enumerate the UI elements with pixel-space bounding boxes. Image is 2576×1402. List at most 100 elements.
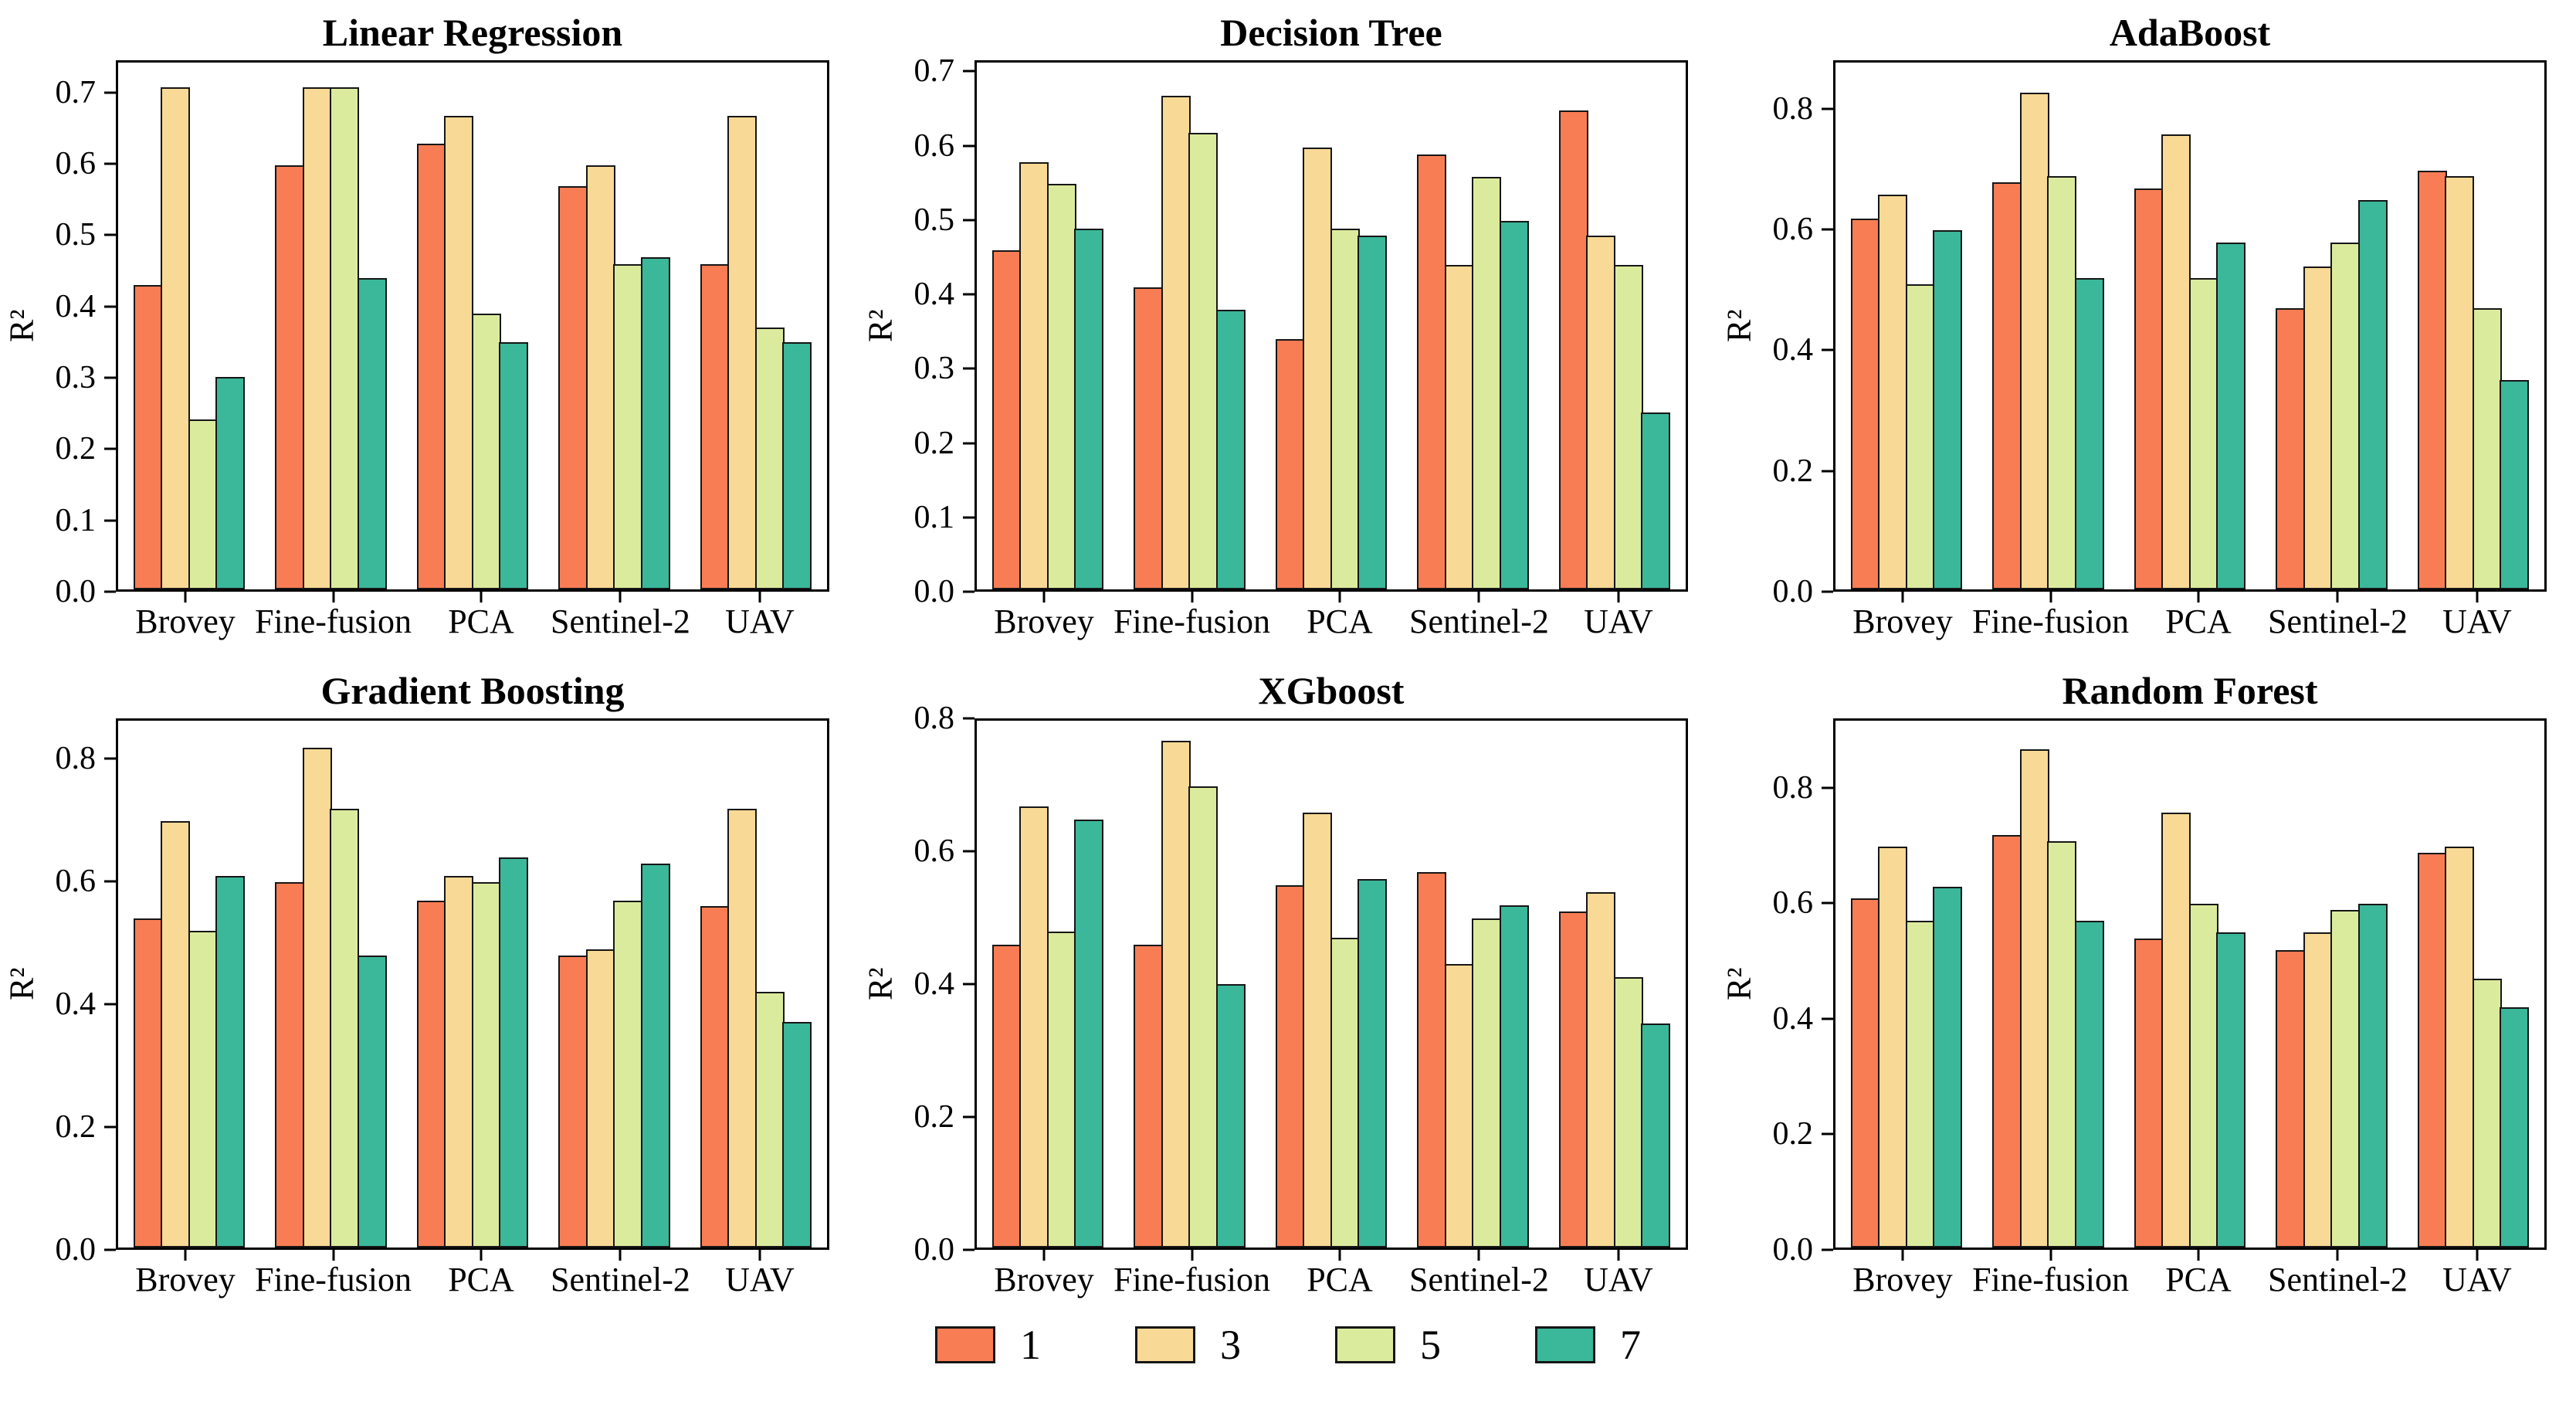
bar bbox=[2276, 307, 2306, 589]
bar bbox=[1558, 110, 1588, 589]
x-tick-mark bbox=[619, 1250, 622, 1261]
plot-area: R² 0.0 0.2 0.4 0.6 0.8 bbox=[1717, 718, 2576, 1266]
y-tick-mark bbox=[963, 516, 974, 519]
y-tick-mark bbox=[104, 880, 116, 883]
y-tick-label: 0.0 bbox=[55, 574, 97, 609]
x-tick-label: UAV bbox=[2442, 1261, 2512, 1298]
bar bbox=[1046, 931, 1076, 1248]
y-tick-label: 0.2 bbox=[55, 431, 97, 467]
y-tick-mark bbox=[104, 233, 116, 236]
y-tick-mark bbox=[104, 1003, 116, 1006]
x-tick: PCA bbox=[1270, 1250, 1409, 1299]
bar bbox=[357, 955, 387, 1248]
x-tick-label: Fine-fusion bbox=[1972, 1261, 2129, 1298]
x-tick-label: Fine-fusion bbox=[1113, 603, 1270, 640]
plot-box bbox=[116, 60, 829, 592]
bar-group bbox=[1402, 63, 1544, 589]
x-tick: Sentinel-2 bbox=[2268, 592, 2408, 641]
y-tick-label: 0.5 bbox=[55, 217, 97, 253]
x-tick-label: UAV bbox=[725, 603, 795, 640]
x-tick: Brovey bbox=[116, 592, 255, 641]
y-tick-mark bbox=[1822, 786, 1833, 789]
bar-group bbox=[1544, 63, 1686, 589]
x-tick-mark bbox=[480, 592, 483, 603]
bar bbox=[1905, 921, 1935, 1248]
x-tick: Fine-fusion bbox=[255, 1250, 412, 1299]
bar bbox=[558, 955, 588, 1248]
y-tick-mark bbox=[963, 1115, 974, 1119]
y-axis: 0.0 0.2 0.4 0.6 0.8 bbox=[1761, 718, 1833, 1266]
x-tick-mark bbox=[619, 592, 622, 603]
bar-group bbox=[2261, 721, 2403, 1248]
chart-panel: AdaBoost R² 0.0 0.2 0.4 0.6 0.8 Brovey Fine-fusi… bbox=[1717, 0, 2576, 641]
x-tick-mark bbox=[1338, 1250, 1341, 1261]
bar bbox=[1188, 786, 1219, 1248]
y-axis-title: R² bbox=[2, 309, 41, 343]
bar bbox=[275, 881, 305, 1248]
bar bbox=[2417, 170, 2447, 589]
bar bbox=[302, 87, 332, 589]
x-tick-label: Brovey bbox=[1852, 1261, 1953, 1298]
x-tick: UAV bbox=[2408, 1250, 2547, 1299]
bar-group bbox=[1978, 63, 2120, 589]
bar bbox=[2188, 278, 2218, 589]
bar bbox=[1046, 184, 1076, 589]
bar bbox=[2445, 176, 2475, 589]
y-tick-label: 0.7 bbox=[913, 53, 955, 90]
y-tick-label: 0.5 bbox=[913, 202, 955, 238]
y-tick-mark bbox=[1822, 228, 1833, 231]
bar bbox=[2161, 134, 2191, 589]
x-tick: UAV bbox=[690, 1250, 829, 1299]
y-tick-mark bbox=[1822, 1248, 1833, 1251]
bar-group bbox=[1835, 721, 1978, 1248]
bar bbox=[2472, 978, 2502, 1248]
x-tick-mark bbox=[2197, 1250, 2200, 1261]
x-tick-mark bbox=[1901, 1250, 1904, 1261]
y-tick-label: 0.6 bbox=[913, 833, 955, 869]
bar bbox=[2047, 176, 2077, 589]
bar-group bbox=[118, 63, 260, 589]
y-tick-mark bbox=[104, 305, 116, 308]
chart-title: Linear Regression bbox=[322, 11, 623, 54]
x-axis: Brovey Fine-fusion PCA Sentinel-2 UAV bbox=[974, 592, 1688, 641]
x-tick-label: Fine-fusion bbox=[1972, 603, 2129, 640]
bar-group bbox=[1835, 63, 1978, 589]
bar bbox=[1357, 236, 1388, 589]
y-tick-mark bbox=[104, 162, 116, 165]
bar-group bbox=[118, 721, 260, 1248]
x-tick-label: Sentinel-2 bbox=[551, 1261, 690, 1298]
bar bbox=[2445, 847, 2475, 1248]
chart-title: Decision Tree bbox=[1220, 11, 1442, 54]
bar bbox=[1161, 95, 1191, 589]
bar bbox=[613, 263, 643, 589]
bar-group bbox=[1260, 63, 1402, 589]
bar bbox=[2276, 949, 2306, 1248]
y-tick-label: 0.0 bbox=[1772, 1232, 1814, 1268]
bar-group bbox=[2261, 63, 2403, 589]
bar bbox=[1275, 885, 1305, 1248]
y-tick-mark bbox=[104, 376, 116, 379]
y-tick-label: 0.8 bbox=[1772, 90, 1814, 127]
x-tick-label: Brovey bbox=[135, 603, 236, 640]
bar bbox=[782, 341, 812, 589]
y-tick-label: 0.3 bbox=[913, 351, 955, 387]
y-axis: 0.0 0.2 0.4 0.6 0.8 bbox=[1761, 60, 1833, 608]
y-tick-mark bbox=[1822, 901, 1833, 905]
y-tick-mark bbox=[963, 717, 974, 720]
x-tick-label: Brovey bbox=[994, 603, 1094, 640]
y-axis-title: R² bbox=[1720, 967, 1758, 1001]
bar bbox=[1303, 147, 1333, 589]
x-tick-mark bbox=[332, 592, 335, 603]
x-tick: PCA bbox=[1270, 592, 1409, 641]
y-tick-label: 0.4 bbox=[55, 986, 97, 1022]
x-tick: Sentinel-2 bbox=[2268, 1250, 2408, 1299]
bar-group bbox=[544, 63, 686, 589]
y-tick-mark bbox=[104, 519, 116, 522]
x-tick-label: PCA bbox=[448, 603, 514, 640]
bar bbox=[444, 115, 474, 589]
x-tick-mark bbox=[1477, 1250, 1480, 1261]
x-tick-label: UAV bbox=[1584, 603, 1653, 640]
bar bbox=[1558, 911, 1588, 1248]
x-tick: PCA bbox=[2129, 592, 2268, 641]
